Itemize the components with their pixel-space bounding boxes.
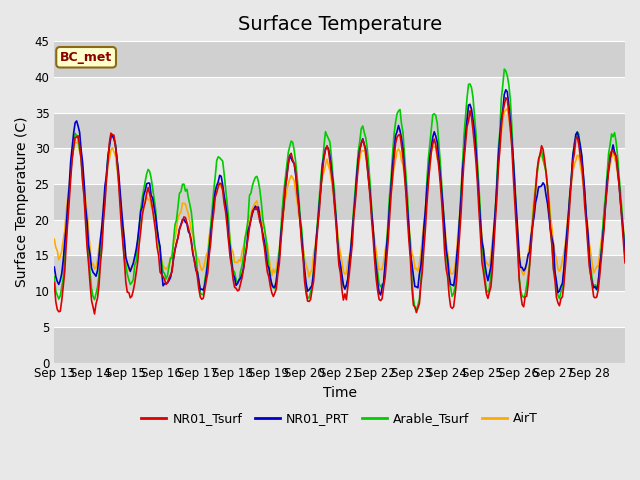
NR01_PRT [70, 130, 77, 136]
Arable_Tsurf [620, 229, 627, 235]
AirT [305, 274, 313, 280]
Title: Surface Temperature: Surface Temperature [237, 15, 442, 34]
NR01_PRT [344, 276, 352, 282]
NR01_Tsurf [545, 205, 553, 211]
AirT [88, 262, 95, 268]
Arable_Tsurf [70, 144, 77, 150]
Arable_Tsurf [344, 277, 352, 283]
NR01_Tsurf [502, 95, 509, 101]
AirT [621, 236, 629, 242]
Text: BC_met: BC_met [60, 51, 112, 64]
NR01_PRT [459, 166, 467, 172]
AirT [70, 145, 77, 151]
NR01_Tsurf [91, 311, 99, 317]
NR01_Tsurf [459, 181, 467, 187]
NR01_Tsurf [51, 280, 58, 286]
Bar [54, 291, 625, 327]
Bar [54, 41, 625, 77]
NR01_Tsurf [88, 298, 95, 303]
Line: AirT: AirT [54, 104, 625, 277]
NR01_PRT [620, 232, 627, 238]
Arable_Tsurf [500, 66, 508, 72]
NR01_PRT [377, 292, 385, 298]
Line: Arable_Tsurf: Arable_Tsurf [54, 69, 625, 309]
Bar [54, 184, 625, 220]
Y-axis label: Surface Temperature (C): Surface Temperature (C) [15, 117, 29, 287]
AirT [545, 194, 553, 200]
NR01_PRT [51, 264, 58, 270]
AirT [620, 228, 627, 233]
Arable_Tsurf [413, 306, 420, 312]
NR01_PRT [88, 265, 95, 271]
Line: NR01_Tsurf: NR01_Tsurf [54, 98, 625, 314]
Bar [54, 255, 625, 291]
NR01_Tsurf [346, 270, 353, 276]
Arable_Tsurf [545, 200, 553, 205]
NR01_Tsurf [70, 144, 77, 149]
Bar [54, 220, 625, 255]
NR01_Tsurf [621, 260, 629, 266]
Arable_Tsurf [88, 286, 95, 291]
NR01_PRT [545, 214, 553, 220]
Line: NR01_PRT: NR01_PRT [54, 90, 625, 295]
NR01_Tsurf [620, 240, 627, 246]
AirT [51, 236, 58, 242]
Bar [54, 148, 625, 184]
X-axis label: Time: Time [323, 386, 356, 400]
NR01_PRT [502, 87, 509, 93]
Arable_Tsurf [621, 249, 629, 255]
Bar [54, 327, 625, 362]
AirT [459, 172, 467, 178]
AirT [346, 253, 353, 259]
Arable_Tsurf [459, 160, 467, 166]
Bar [54, 77, 625, 112]
Legend: NR01_Tsurf, NR01_PRT, Arable_Tsurf, AirT: NR01_Tsurf, NR01_PRT, Arable_Tsurf, AirT [136, 408, 543, 431]
Bar [54, 112, 625, 148]
Arable_Tsurf [51, 274, 58, 280]
NR01_PRT [621, 252, 629, 258]
AirT [466, 101, 474, 107]
